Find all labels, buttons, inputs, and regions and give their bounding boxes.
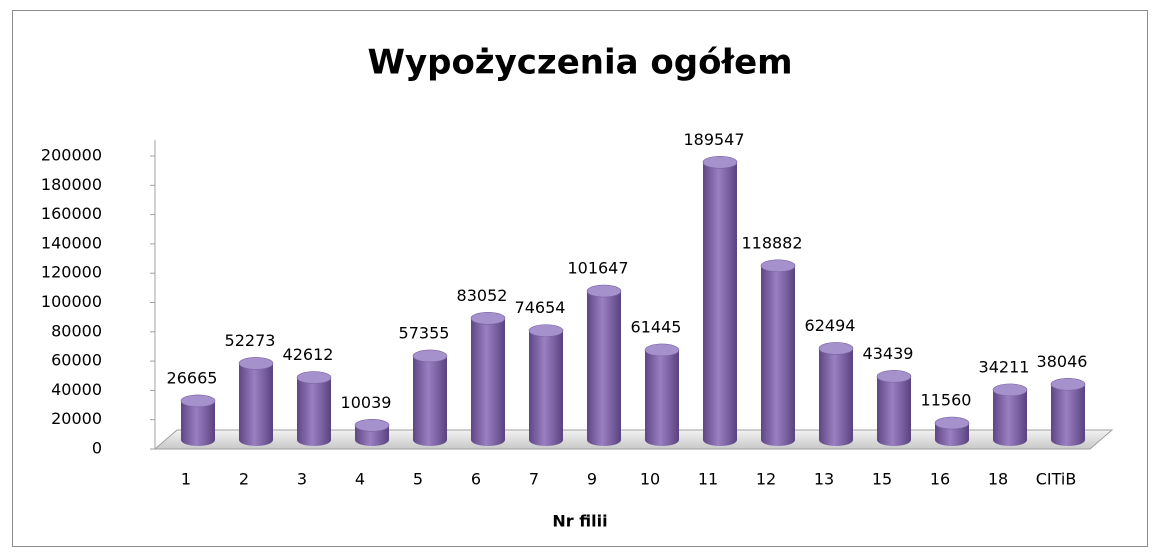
floor [153, 429, 1114, 450]
y-tick-label: 140000 [41, 233, 102, 252]
data-label: 34211 [979, 357, 1030, 376]
bar [645, 349, 679, 446]
data-label: 11560 [921, 391, 972, 410]
y-tick-label: 0 [92, 439, 102, 458]
bar-cap [1050, 377, 1086, 391]
bar-cap [412, 349, 448, 363]
bar-cap [180, 394, 216, 408]
bar-cap [934, 416, 970, 430]
data-label: 10039 [341, 393, 392, 412]
x-tick-label: 2 [239, 470, 249, 489]
x-tick-label: 15 [872, 470, 892, 489]
bar [993, 389, 1027, 446]
bar-cap [528, 324, 564, 337]
bar-cap [644, 343, 680, 357]
y-tick-label: 20000 [51, 409, 102, 428]
bar [297, 377, 331, 446]
x-tick-label: CITiB [1036, 470, 1077, 489]
y-tick-label: 100000 [41, 292, 102, 311]
y-tick-label: 80000 [51, 321, 102, 340]
bar-cap [818, 342, 854, 355]
x-tick-label: 13 [814, 470, 834, 489]
bar-cap [760, 259, 796, 273]
bar [471, 318, 505, 446]
data-label: 118882 [741, 233, 802, 252]
data-label: 74654 [515, 298, 566, 317]
bar [935, 423, 969, 446]
x-tick-label: 9 [587, 470, 597, 489]
y-tick-label: 40000 [51, 380, 102, 399]
data-label: 83052 [457, 286, 508, 305]
data-label: 26665 [167, 368, 218, 387]
x-tick-label: 1 [181, 470, 191, 489]
x-tick-label: 18 [988, 470, 1008, 489]
data-label: 57355 [399, 323, 450, 342]
x-tick-label: 10 [640, 470, 660, 489]
bar-cap [876, 370, 912, 383]
y-tick-label: 200000 [41, 146, 102, 165]
x-tick-label: 7 [529, 470, 539, 489]
y-tick-label: 180000 [41, 175, 102, 194]
x-tick-label: 12 [756, 470, 776, 489]
data-label: 38046 [1037, 352, 1088, 371]
y-tick-label: 160000 [41, 204, 102, 223]
bar [703, 162, 737, 446]
data-label: 42612 [283, 345, 334, 364]
data-label: 62494 [805, 316, 856, 335]
bar-cap [354, 418, 390, 432]
bar-cap [702, 156, 738, 169]
bar [761, 265, 795, 446]
bar-cap [586, 284, 622, 298]
bar [239, 363, 273, 446]
data-label: 52273 [225, 331, 276, 350]
x-tick-label: 16 [930, 470, 950, 489]
bar [181, 400, 215, 446]
data-label: 43439 [863, 344, 914, 363]
bar-cap [238, 357, 274, 370]
y-tick-label: 120000 [41, 263, 102, 282]
data-label: 61445 [631, 317, 682, 336]
chart-frame [12, 10, 1148, 547]
bar-cap [470, 312, 506, 325]
bar [529, 330, 563, 446]
bar [587, 291, 621, 446]
bar [877, 376, 911, 446]
data-label: 101647 [567, 259, 628, 278]
bar-cap [992, 383, 1028, 397]
bar-cap [296, 371, 332, 384]
x-tick-label: 6 [471, 470, 481, 489]
bar [413, 355, 447, 446]
chart-title: Wypożyczenia ogółem [367, 43, 792, 83]
x-tick-label: 11 [698, 470, 718, 489]
bar [1051, 384, 1085, 446]
bar [819, 348, 853, 446]
data-label: 189547 [683, 130, 744, 149]
x-tick-label: 5 [413, 470, 423, 489]
x-tick-label: 4 [355, 470, 365, 489]
y-tick-label: 60000 [51, 351, 102, 370]
x-axis-title: Nr filii [552, 512, 607, 531]
x-tick-label: 3 [297, 470, 307, 489]
